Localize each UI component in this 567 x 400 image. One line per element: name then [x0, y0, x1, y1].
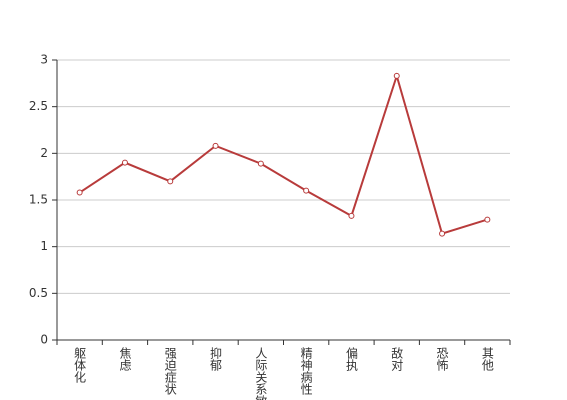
y-tick-label: 3	[40, 53, 48, 67]
point	[484, 216, 491, 223]
point	[439, 230, 446, 237]
line	[79, 72, 488, 235]
x-tick-label: 焦虑	[118, 347, 132, 371]
point	[212, 142, 219, 149]
y-tick-label: 2.5	[29, 99, 48, 113]
point	[393, 72, 400, 79]
x-tick-label: 强迫症状	[163, 347, 177, 395]
y-tick-label: 1	[40, 239, 48, 253]
point	[348, 212, 355, 219]
x-tick-label: 抑郁	[209, 346, 223, 372]
x-tick-label: 躯体化	[73, 346, 87, 384]
point	[76, 189, 83, 196]
y-tick-label: 2	[40, 146, 48, 160]
point	[121, 159, 128, 166]
point	[303, 187, 310, 194]
x-tick-label: 人际关系敏感	[254, 347, 268, 400]
x-tick-label: 恐怖	[435, 347, 449, 371]
x-tick-label: 精神病性	[299, 347, 313, 396]
point	[257, 160, 264, 167]
y-tick-label: 0	[40, 333, 48, 347]
x-tick-label: 其他	[480, 347, 494, 371]
y-tick-label: 0.5	[29, 286, 48, 300]
x-tick-label: 偏执	[344, 346, 358, 372]
x-tick-label: 敌对	[390, 346, 404, 371]
point	[167, 178, 174, 185]
y-tick-label: 1.5	[29, 193, 48, 207]
